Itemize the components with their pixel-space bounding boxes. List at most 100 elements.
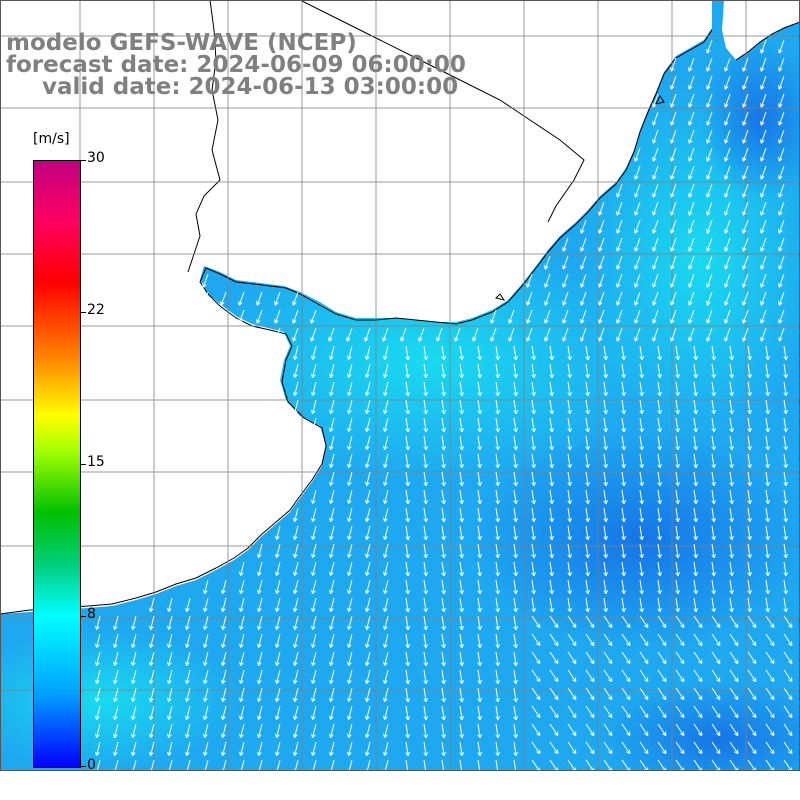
- wind-arrow-head: [459, 572, 463, 577]
- wind-arrow-head: [513, 554, 517, 559]
- wind-arrow-head: [405, 374, 409, 379]
- wind-arrow: [238, 309, 245, 324]
- wind-arrow-head: [495, 626, 499, 631]
- wind-arrow: [634, 219, 641, 234]
- wind-arrow-head: [688, 104, 693, 108]
- wind-arrow-head: [311, 589, 313, 594]
- wind-arrow-head: [621, 536, 625, 541]
- wind-arrow: [670, 57, 677, 72]
- wind-arrow: [405, 615, 409, 630]
- wind-arrow-head: [515, 589, 518, 594]
- wind-arrow-head: [639, 536, 643, 541]
- wind-arrow-head: [330, 680, 334, 684]
- wind-arrow-head: [572, 751, 577, 755]
- wind-arrow-head: [423, 482, 427, 487]
- wind-arrow-head: [778, 68, 783, 72]
- wind-arrow-head: [587, 373, 590, 378]
- wind-arrow-head: [785, 409, 788, 414]
- wind-arrow-head: [239, 625, 241, 630]
- wind-arrow-head: [675, 536, 679, 541]
- wind-arrow: [405, 381, 409, 396]
- wind-arrow: [562, 237, 569, 252]
- wind-arrow-head: [131, 697, 133, 702]
- wind-arrow-head: [330, 374, 334, 378]
- wind-arrow: [544, 273, 551, 288]
- wind-arrow-head: [765, 428, 769, 433]
- wind-arrow-head: [569, 463, 572, 468]
- wind-arrow-head: [348, 392, 352, 396]
- wind-arrow-head: [677, 409, 680, 414]
- wind-arrow: [603, 453, 607, 468]
- wind-arrow: [706, 219, 713, 234]
- wind-arrow-head: [749, 409, 752, 414]
- wind-arrow-head: [644, 697, 649, 701]
- wind-arrow: [526, 327, 533, 342]
- wind-arrow: [204, 669, 209, 684]
- wind-arrow-head: [497, 373, 500, 378]
- wind-arrow: [384, 669, 389, 684]
- wind-arrow-head: [659, 589, 662, 594]
- wind-arrow-head: [765, 572, 769, 577]
- wind-arrow-head: [348, 482, 352, 486]
- wind-arrow: [580, 255, 587, 270]
- wind-arrow: [441, 633, 445, 648]
- wind-arrow-head: [405, 536, 409, 541]
- wind-arrow: [567, 741, 577, 754]
- wind-arrow-head: [294, 518, 298, 522]
- wind-arrow-head: [405, 644, 409, 649]
- wind-arrow-head: [479, 733, 482, 738]
- wind-arrow-head: [724, 157, 726, 162]
- wind-arrow: [366, 381, 371, 396]
- wind-arrow-head: [785, 589, 788, 594]
- wind-arrow-head: [590, 679, 595, 683]
- wind-arrow-head: [348, 644, 352, 648]
- wind-arrow-head: [330, 464, 334, 468]
- wind-arrow: [711, 615, 721, 628]
- wind-arrow: [621, 759, 631, 772]
- wind-arrow-head: [677, 607, 680, 612]
- wind-arrow-head: [616, 247, 618, 252]
- land-top-right: [722, 0, 800, 60]
- wind-arrow-head: [567, 572, 571, 577]
- wind-arrow: [621, 705, 631, 718]
- wind-arrow-head: [490, 337, 492, 342]
- wind-arrow-head: [533, 589, 536, 594]
- wind-arrow-head: [680, 679, 685, 683]
- wind-arrow: [186, 615, 191, 630]
- wind-arrow-head: [639, 464, 643, 469]
- wind-arrow-head: [626, 697, 631, 701]
- wind-arrow-head: [443, 607, 446, 612]
- wind-arrow: [348, 633, 353, 648]
- wind-arrow: [711, 435, 715, 450]
- wind-arrow: [495, 723, 499, 738]
- wind-arrow-head: [760, 85, 762, 90]
- wind-arrow: [706, 237, 713, 252]
- wind-arrow-head: [167, 679, 169, 684]
- wind-arrow: [312, 687, 317, 702]
- wind-arrow-head: [551, 355, 554, 360]
- wind-arrow-head: [641, 499, 644, 504]
- wind-arrow: [477, 687, 481, 702]
- wind-arrow-head: [441, 734, 445, 739]
- wind-arrow: [96, 633, 101, 648]
- wind-arrow-head: [734, 625, 739, 629]
- wind-arrow-head: [644, 715, 649, 719]
- wind-arrow: [423, 579, 427, 594]
- wind-arrow-head: [585, 482, 589, 487]
- wind-arrow-head: [675, 500, 679, 505]
- wind-arrow-head: [441, 572, 445, 577]
- wind-arrow-head: [608, 733, 613, 737]
- wind-arrow-head: [688, 229, 690, 234]
- wind-arrow: [711, 507, 715, 522]
- wind-arrow: [204, 579, 209, 594]
- wind-arrow-head: [587, 409, 590, 414]
- wind-arrow-head: [515, 607, 518, 612]
- wind-arrow-head: [731, 607, 734, 612]
- wind-arrow-head: [785, 445, 788, 450]
- colorbar-tick-mark: [80, 312, 86, 313]
- wind-arrow: [567, 759, 577, 772]
- wind-arrow-head: [454, 337, 456, 342]
- wind-arrow-head: [749, 373, 752, 378]
- wind-arrow-head: [742, 121, 744, 126]
- wind-arrow-head: [724, 319, 726, 324]
